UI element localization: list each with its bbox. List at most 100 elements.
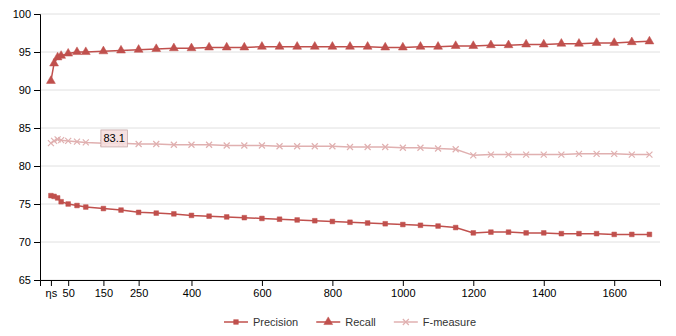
point (471, 231, 476, 236)
point (365, 144, 371, 150)
point (488, 152, 494, 158)
tick-label: 65 (19, 274, 31, 286)
point (294, 143, 300, 149)
point (541, 231, 546, 236)
tick-label: 1200 (462, 287, 486, 299)
point (59, 199, 64, 204)
point (152, 44, 161, 52)
tick-label: 1600 (602, 287, 626, 299)
point (189, 213, 194, 218)
point (577, 231, 582, 236)
point (348, 220, 353, 225)
point (383, 221, 388, 226)
point (169, 43, 178, 51)
tick: 400 (183, 280, 201, 299)
grid (40, 14, 660, 280)
point (541, 152, 547, 158)
point (275, 42, 284, 50)
point (557, 39, 566, 47)
point (206, 142, 212, 148)
point (46, 76, 55, 84)
point (627, 37, 636, 45)
series-group (46, 36, 653, 237)
point (453, 225, 458, 230)
point (647, 232, 652, 237)
point (260, 216, 265, 221)
tick-label: 400 (183, 287, 201, 299)
legend-item: Recall (316, 316, 376, 328)
tick-mark (544, 280, 545, 286)
point (240, 42, 249, 50)
point (136, 141, 142, 147)
tick-label: 800 (324, 287, 342, 299)
point (363, 42, 372, 50)
tick: 90 (19, 84, 40, 96)
grid-line (40, 52, 660, 53)
tick-label: 150 (95, 287, 113, 299)
line (51, 196, 650, 235)
tick-mark (403, 280, 404, 286)
point (205, 42, 214, 50)
tick-label: 600 (253, 287, 271, 299)
point (506, 230, 511, 235)
legend: Precision Recall F-measure (224, 316, 476, 328)
point (469, 41, 478, 49)
point (329, 143, 335, 149)
point (330, 219, 335, 224)
tick: 100 (13, 8, 40, 20)
point (451, 41, 460, 49)
point (575, 39, 584, 47)
tick-mark (34, 166, 40, 167)
point (172, 212, 177, 217)
grid-line (40, 14, 660, 15)
grid-line (40, 166, 660, 167)
legend-marker (234, 320, 239, 325)
point (154, 211, 159, 216)
grid-line (40, 242, 660, 243)
tick-mark (103, 280, 104, 286)
tick: 70 (19, 236, 40, 248)
line (51, 41, 650, 81)
point (434, 42, 443, 50)
point (400, 222, 405, 227)
point (470, 152, 476, 158)
tick: 1400 (532, 280, 556, 299)
legend-marker (403, 319, 409, 325)
point (489, 230, 494, 235)
point (83, 205, 88, 210)
point (117, 45, 126, 53)
point (610, 38, 619, 46)
point (417, 145, 423, 151)
point (646, 152, 652, 158)
point (486, 40, 495, 48)
point (57, 51, 66, 59)
tick-mark (614, 280, 615, 286)
point (99, 46, 108, 54)
grid-line (40, 128, 660, 129)
tick-mark (191, 280, 192, 286)
tick-label: 75 (19, 198, 31, 210)
tick-mark (34, 204, 40, 205)
legend-label: Recall (345, 316, 376, 328)
tick: 1000 (391, 280, 415, 299)
legend-label: F-measure (423, 316, 476, 328)
tick-mark (139, 280, 140, 286)
tick-label: 85 (19, 122, 31, 134)
point (224, 215, 229, 220)
tick-mark (34, 90, 40, 91)
point (188, 142, 194, 148)
point (416, 42, 425, 50)
point (381, 42, 390, 50)
tick: 75 (19, 198, 40, 210)
axis-line (34, 15, 41, 281)
point (83, 139, 89, 145)
point (594, 151, 600, 157)
tick-mark (34, 52, 40, 53)
tick-mark (34, 14, 40, 15)
tick-label: 1000 (391, 287, 415, 299)
tick: 600 (253, 280, 271, 299)
tick: 85 (19, 122, 40, 134)
series (46, 36, 653, 83)
point (453, 146, 459, 152)
legend-label: Precision (253, 316, 298, 328)
